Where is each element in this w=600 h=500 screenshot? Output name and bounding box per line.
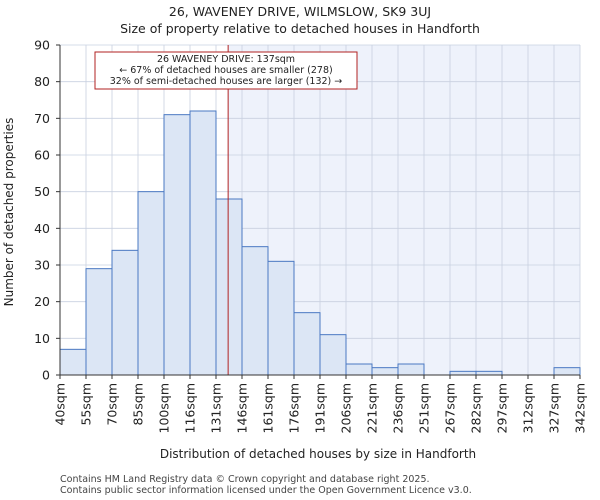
y-tick-label-20: 20 bbox=[34, 294, 50, 309]
bar-236sqm bbox=[397, 363, 425, 376]
x-tick-label-206sqm: 206sqm bbox=[339, 383, 354, 433]
y-tick-label-10: 10 bbox=[34, 331, 50, 346]
x-tick-label-297sqm: 297sqm bbox=[495, 383, 510, 433]
y-tick-label-90: 90 bbox=[34, 38, 50, 53]
x-tick-label-191sqm: 191sqm bbox=[313, 383, 328, 433]
bar-221sqm bbox=[371, 367, 399, 376]
x-tick-label-146sqm: 146sqm bbox=[235, 383, 250, 433]
x-tick-label-327sqm: 327sqm bbox=[547, 383, 562, 433]
bar-206sqm bbox=[345, 363, 373, 376]
footer-line-1: Contains HM Land Registry data © Crown c… bbox=[60, 474, 430, 485]
x-tick-label-282sqm: 282sqm bbox=[469, 383, 484, 433]
y-tick-label-50: 50 bbox=[34, 184, 50, 199]
x-tick-label-116sqm: 116sqm bbox=[183, 383, 198, 433]
y-axis-label: Number of detached properties bbox=[2, 118, 16, 307]
x-tick-labels: 40sqm 55sqm 70sqm 85sqm 100sqm 116sqm 131sqm 14… bbox=[53, 383, 588, 433]
x-tick-label-70sqm: 70sqm bbox=[105, 383, 120, 426]
x-tick-label-161sqm: 161sqm bbox=[261, 383, 276, 433]
bar-131sqm bbox=[215, 198, 243, 376]
x-tick-label-100sqm: 100sqm bbox=[157, 383, 172, 433]
y-tick-label-70: 70 bbox=[34, 111, 50, 126]
y-tick-label-80: 80 bbox=[34, 74, 50, 89]
y-tick-labels: 0 10 20 30 40 50 60 70 80 90 bbox=[34, 38, 50, 383]
x-tick-label-236sqm: 236sqm bbox=[391, 383, 406, 433]
bar-146sqm bbox=[241, 246, 269, 376]
x-tick-label-312sqm: 312sqm bbox=[521, 383, 536, 433]
bar-161sqm bbox=[267, 260, 295, 376]
bar-327sqm bbox=[553, 367, 581, 376]
bar-267sqm bbox=[449, 370, 477, 376]
annotation-line-3: 32% of semi-detached houses are larger (… bbox=[110, 76, 343, 87]
axes bbox=[56, 44, 581, 379]
x-tick-label-267sqm: 267sqm bbox=[443, 383, 458, 433]
chart-subtitle: Size of property relative to detached ho… bbox=[120, 21, 480, 36]
bar-282sqm bbox=[475, 370, 503, 376]
bar-55sqm bbox=[85, 268, 113, 376]
footer-line-2: Contains public sector information licen… bbox=[60, 485, 472, 496]
bar-70sqm bbox=[111, 249, 139, 376]
y-tick-label-60: 60 bbox=[34, 148, 50, 163]
x-tick-label-55sqm: 55sqm bbox=[79, 383, 94, 426]
annotation-line-2: ← 67% of detached houses are smaller (27… bbox=[119, 65, 332, 76]
x-axis-label: Distribution of detached houses by size … bbox=[160, 447, 476, 461]
bar-191sqm bbox=[319, 334, 347, 376]
bar-40sqm bbox=[59, 348, 87, 376]
y-tick-label-40: 40 bbox=[34, 221, 50, 236]
x-tick-label-176sqm: 176sqm bbox=[287, 383, 302, 433]
annotation-line-1: 26 WAVENEY DRIVE: 137sqm bbox=[157, 54, 295, 65]
bar-85sqm bbox=[137, 191, 165, 376]
x-tick-label-221sqm: 221sqm bbox=[365, 383, 380, 433]
x-tick-label-251sqm: 251sqm bbox=[417, 383, 432, 433]
bar-116sqm bbox=[189, 110, 217, 376]
x-tick-label-131sqm: 131sqm bbox=[209, 383, 224, 433]
chart-title: 26, WAVENEY DRIVE, WILMSLOW, SK9 3UJ bbox=[169, 4, 431, 19]
bar-100sqm bbox=[163, 114, 191, 376]
x-tick-label-85sqm: 85sqm bbox=[131, 383, 146, 426]
y-tick-label-0: 0 bbox=[42, 368, 50, 383]
x-tick-label-40sqm: 40sqm bbox=[53, 383, 68, 426]
x-tick-label-342sqm: 342sqm bbox=[573, 383, 588, 433]
bar-176sqm bbox=[293, 312, 321, 376]
bars bbox=[59, 110, 581, 376]
annotation-box: 26 WAVENEY DRIVE: 137sqm ← 67% of detach… bbox=[94, 51, 358, 90]
y-tick-label-30: 30 bbox=[34, 258, 50, 273]
